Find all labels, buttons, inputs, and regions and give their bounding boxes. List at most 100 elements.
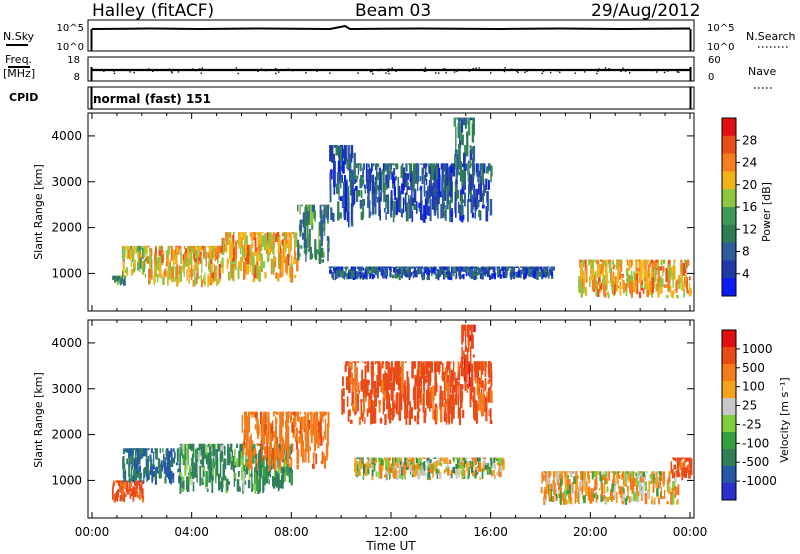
heatmap-cell bbox=[437, 270, 440, 275]
heatmap-cell bbox=[627, 486, 629, 492]
heatmap-cell bbox=[186, 269, 188, 281]
heatmap-cell bbox=[439, 191, 442, 198]
heatmap-cell bbox=[378, 399, 381, 413]
nave-point bbox=[489, 69, 492, 71]
heatmap-cell bbox=[465, 272, 468, 277]
heatmap-cell bbox=[371, 460, 373, 466]
heatmap-cell bbox=[318, 230, 320, 252]
nave-point bbox=[542, 70, 545, 73]
heatmap-cell bbox=[294, 251, 297, 260]
nave-point bbox=[287, 68, 289, 70]
heatmap-cell bbox=[132, 245, 135, 257]
heatmap-cell bbox=[505, 266, 508, 269]
heatmap-cell bbox=[123, 279, 126, 285]
heatmap-cell bbox=[463, 276, 465, 280]
nave-label: Nave bbox=[748, 65, 776, 78]
heatmap-cell bbox=[419, 361, 422, 376]
heatmap-cell bbox=[682, 263, 685, 276]
heatmap-cell bbox=[423, 266, 425, 272]
heatmap-cell bbox=[341, 145, 344, 164]
heatmap-cell bbox=[362, 409, 365, 417]
heatmap-cell bbox=[414, 163, 417, 184]
heatmap-cell bbox=[446, 361, 449, 373]
heatmap-cell bbox=[388, 393, 391, 406]
heatmap-cell bbox=[416, 384, 419, 409]
nave-point bbox=[177, 71, 180, 73]
n-sky-label: N.Sky bbox=[3, 30, 35, 43]
heatmap-cell bbox=[402, 465, 406, 476]
heatmap-cell bbox=[402, 267, 405, 273]
heatmap-cell bbox=[547, 272, 550, 277]
heatmap-cell bbox=[638, 481, 642, 495]
heatmap-cell bbox=[393, 167, 396, 176]
heatmap-cell bbox=[457, 394, 460, 419]
heatmap-cell bbox=[442, 188, 445, 207]
heatmap-cell bbox=[377, 272, 379, 279]
heatmap-cell bbox=[178, 265, 181, 275]
heatmap-cell bbox=[486, 191, 489, 204]
heatmap-cell bbox=[481, 468, 484, 479]
heatmap-cell bbox=[402, 197, 405, 214]
heatmap-cell bbox=[483, 457, 486, 466]
heatmap-cell bbox=[582, 495, 584, 500]
heatmap-cell bbox=[420, 200, 423, 220]
heatmap-cell bbox=[184, 251, 186, 265]
heatmap-cell bbox=[325, 411, 328, 416]
heatmap-cell bbox=[432, 462, 435, 469]
heatmap-cell bbox=[624, 282, 628, 292]
heatmap-cell bbox=[211, 245, 215, 259]
heatmap-cell bbox=[354, 389, 357, 412]
heatmap-cell bbox=[466, 383, 469, 390]
heatmap-cell bbox=[350, 266, 353, 271]
heatmap-cell bbox=[156, 257, 159, 268]
heatmap-cell bbox=[349, 172, 352, 196]
heatmap-cell bbox=[133, 480, 136, 486]
nave-tick-low: 0 bbox=[708, 72, 714, 83]
heatmap-cell bbox=[207, 452, 210, 470]
heatmap-cell bbox=[679, 461, 682, 468]
heatmap-cell bbox=[476, 199, 480, 207]
heatmap-cell bbox=[477, 384, 481, 400]
heatmap-cell bbox=[449, 394, 452, 413]
heatmap-cell bbox=[687, 463, 690, 470]
heatmap-cell bbox=[481, 204, 485, 209]
heatmap-cell bbox=[642, 288, 645, 294]
nave-point bbox=[504, 67, 506, 69]
heatmap-cell bbox=[359, 199, 363, 209]
heatmap-cell bbox=[633, 477, 636, 487]
nave-point bbox=[517, 71, 519, 74]
heatmap-cell bbox=[143, 448, 146, 457]
heatmap-cell bbox=[541, 272, 544, 280]
heatmap-cell bbox=[635, 259, 638, 267]
heatmap-cell bbox=[134, 492, 136, 496]
heatmap-cell bbox=[256, 479, 260, 492]
heatmap-cell bbox=[167, 270, 169, 286]
heatmap-cell bbox=[380, 171, 383, 195]
heatmap-cell bbox=[394, 273, 397, 279]
heatmap-cell bbox=[405, 269, 408, 273]
heatmap-cell bbox=[357, 457, 360, 459]
heatmap-cell bbox=[312, 463, 315, 469]
heatmap-cell bbox=[687, 469, 690, 473]
heatmap-cell bbox=[398, 266, 402, 270]
heatmap-cell bbox=[422, 394, 425, 413]
heatmap-cell bbox=[391, 416, 394, 421]
heatmap-cell bbox=[595, 288, 598, 297]
heatmap-cell bbox=[420, 185, 423, 201]
heatmap-cell bbox=[547, 479, 550, 495]
heatmap-cell bbox=[273, 242, 275, 249]
heatmap-cell bbox=[366, 462, 368, 471]
heatmap-cell bbox=[498, 269, 501, 277]
heatmap-cell bbox=[353, 271, 357, 279]
nave-point bbox=[357, 72, 359, 74]
heatmap-cell bbox=[657, 259, 660, 262]
heatmap-cell bbox=[678, 459, 680, 465]
heatmap-cell bbox=[467, 268, 470, 274]
heatmap-cell bbox=[266, 251, 270, 263]
heatmap-cell bbox=[481, 381, 484, 388]
heatmap-cell bbox=[437, 196, 439, 219]
heatmap-cell bbox=[389, 266, 391, 268]
heatmap-cell bbox=[380, 192, 382, 202]
nave-point bbox=[604, 67, 607, 69]
